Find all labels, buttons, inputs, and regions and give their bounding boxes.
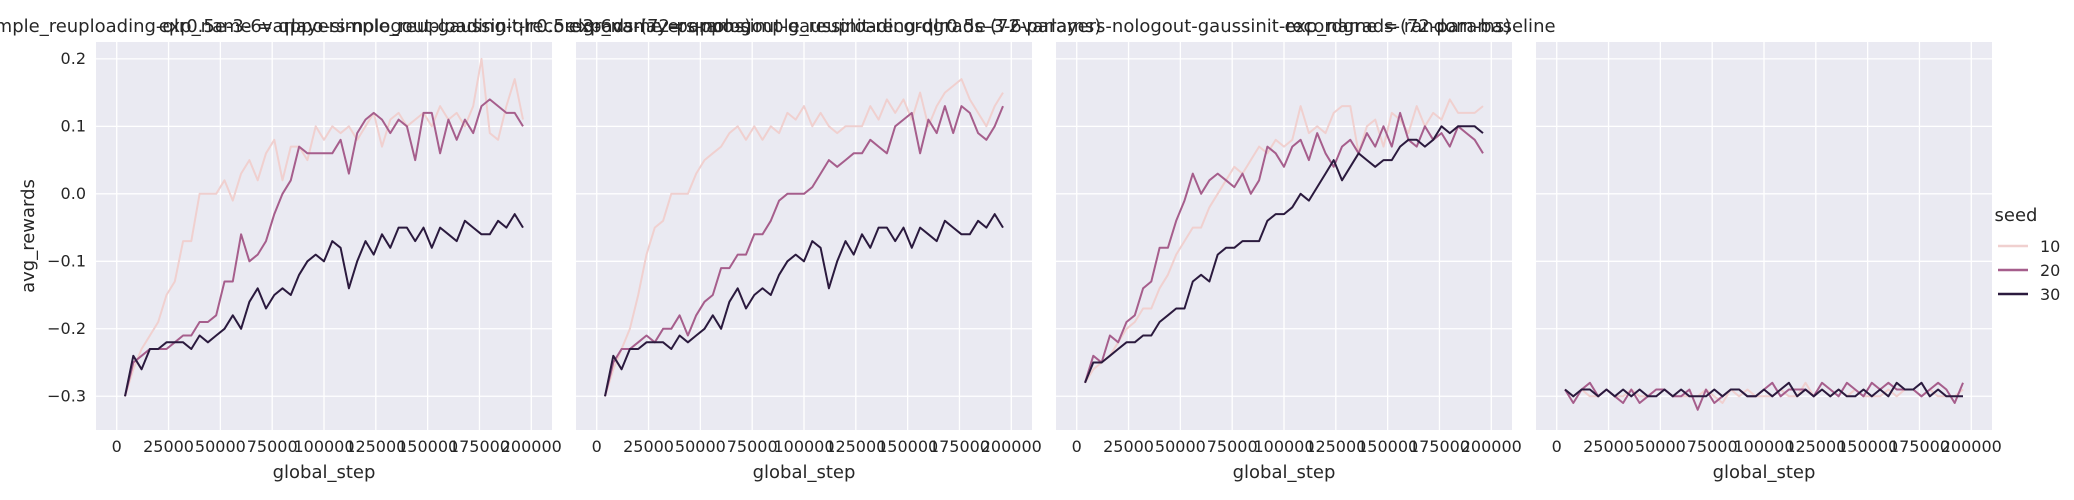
y-axis-label: avg_rewards	[18, 179, 39, 293]
x-tick-label: 0	[1072, 437, 1082, 456]
x-tick-label: 25000	[143, 437, 194, 456]
x-tick-label: 175000	[449, 437, 510, 456]
panel-2: 0 25000 50000 75000100000125000150000175000…	[159, 16, 1102, 483]
x-tick-label: 50000	[1155, 437, 1206, 456]
x-tick-label: 25000	[623, 437, 674, 456]
x-tick-label: 0	[1552, 437, 1562, 456]
x-axis-label: global_step	[1233, 462, 1336, 483]
x-tick-label: 50000	[195, 437, 246, 456]
y-tick-label: 0.2	[61, 49, 86, 68]
y-tick-label: −0.1	[47, 251, 86, 270]
panel-4: 0 25000 50000 75000100000125000150000175000…	[1284, 16, 2001, 483]
x-tick-label: 100000	[773, 437, 834, 456]
x-axis-label: global_step	[273, 462, 376, 483]
x-tick-label: 150000	[1357, 437, 1418, 456]
x-tick-label: 150000	[397, 437, 458, 456]
series-line-seed-30	[1564, 381, 1963, 398]
x-tick-label: 100000	[1733, 437, 1794, 456]
y-tick-label: −0.3	[47, 386, 86, 405]
x-tick-label: 25000	[1583, 437, 1634, 456]
legend-title: seed	[1995, 205, 2038, 226]
x-tick-label: 125000	[345, 437, 406, 456]
x-axis-label: global_step	[753, 462, 856, 483]
series-line-seed-30	[124, 213, 524, 397]
series-line-seed-10	[1084, 98, 1484, 384]
x-tick-label: 125000	[1785, 437, 1846, 456]
series-line-seed-30	[604, 213, 1004, 397]
x-tick-label: 75000	[727, 437, 778, 456]
panel-1: 0 25000 50000 75000100000125000150000175000…	[0, 16, 751, 483]
y-tick-label: 0.1	[61, 116, 86, 135]
legend-label-seed-30: 30	[2040, 285, 2060, 304]
x-tick-label: 200000	[981, 437, 1042, 456]
series-line-seed-10	[124, 57, 524, 397]
panels-layer: 0 25000 50000 75000100000125000150000175000…	[0, 16, 2002, 483]
x-tick-label: 175000	[929, 437, 990, 456]
x-tick-label: 100000	[293, 437, 354, 456]
x-tick-label: 75000	[1687, 437, 1738, 456]
x-tick-label: 100000	[1253, 437, 1314, 456]
x-tick-label: 75000	[1207, 437, 1258, 456]
x-tick-label: 50000	[675, 437, 726, 456]
x-axis-label: global_step	[1713, 462, 1816, 483]
x-tick-label: 175000	[1889, 437, 1950, 456]
series-line-seed-30	[1084, 125, 1484, 384]
legend-label-seed-10: 10	[2040, 237, 2060, 256]
panel-title: exp_name = qppo-simple_reuploading-qlr0.…	[569, 16, 1512, 37]
panel-3: 0 25000 50000 75000100000125000150000175000…	[569, 16, 1522, 483]
x-tick-label: 0	[592, 437, 602, 456]
x-tick-label: 0	[112, 437, 122, 456]
series-line-seed-10	[604, 78, 1004, 397]
x-tick-label: 50000	[1635, 437, 1686, 456]
panel-title: exp_name = qppo-simple_reuploading-qlr0.…	[159, 16, 1102, 37]
panel-title: exp_name = random-baseline	[1284, 16, 1555, 37]
series-line-seed-20	[124, 98, 524, 397]
x-tick-label: 150000	[1837, 437, 1898, 456]
x-tick-label: 125000	[1305, 437, 1366, 456]
x-tick-label: 25000	[1103, 437, 1154, 456]
series-line-seed-20	[1084, 111, 1484, 384]
panel-title: exp_name = qppo-simple_reuploading-qlr0.…	[0, 16, 751, 37]
x-tick-label: 175000	[1409, 437, 1470, 456]
legend-label-seed-20: 20	[2040, 261, 2060, 280]
x-tick-label: 150000	[877, 437, 938, 456]
x-tick-label: 200000	[501, 437, 562, 456]
x-tick-label: 125000	[825, 437, 886, 456]
x-tick-label: 200000	[1941, 437, 2002, 456]
y-tick-label: 0.0	[61, 184, 86, 203]
x-tick-label: 200000	[1461, 437, 1522, 456]
x-tick-label: 75000	[247, 437, 298, 456]
y-tick-label: −0.2	[47, 319, 86, 338]
series-line-seed-20	[604, 105, 1004, 397]
